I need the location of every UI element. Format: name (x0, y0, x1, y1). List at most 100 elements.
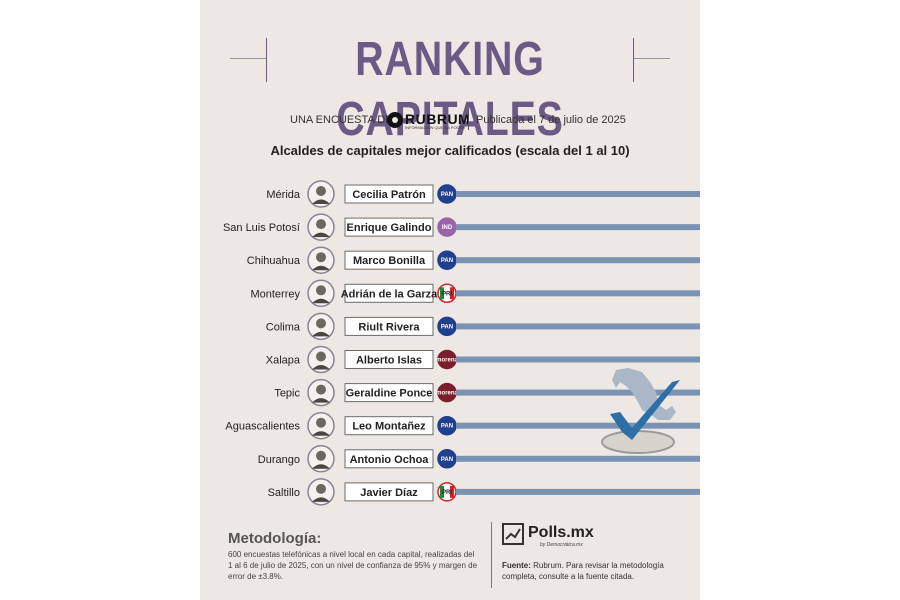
chart-title: Alcaldes de capitales mejor calificados … (270, 143, 630, 158)
mayor-name-box (344, 449, 434, 469)
mayor-name: Leo Montañez (352, 421, 426, 433)
published-date: Publicada el 7 de julio de 2025 (476, 114, 626, 126)
title-block: RANKING CAPITALES (200, 30, 700, 146)
source-note: Fuente: Rubrum. Para revisar la metodolo… (502, 560, 682, 582)
source-separator (468, 110, 469, 130)
title-line-left (230, 58, 266, 59)
source-row: UNA ENCUESTA DE: RUBRUM INFORMACIÓN QUE … (200, 110, 700, 130)
methodology-title: Metodología: (228, 530, 322, 547)
brand-name: Polls.mx (528, 524, 594, 541)
party-label: PAN (441, 324, 453, 330)
mayor-name-box (344, 250, 434, 270)
bar (456, 191, 700, 197)
city-label: San Luis Potosí (223, 222, 300, 234)
avatar-icon (307, 246, 335, 274)
party-badge: PRI (437, 482, 457, 502)
bar (456, 356, 700, 363)
city-label: Tepic (274, 388, 300, 400)
avatar-icon (307, 279, 335, 308)
bar (456, 422, 700, 429)
party-label: morena (436, 358, 458, 364)
mexico-map-check-icon (601, 368, 680, 454)
mayor-name: Geraldine Ponce (346, 388, 433, 400)
mayor-name: Adrián de la Garza (341, 288, 438, 300)
mayor-name-box (344, 184, 434, 204)
party-badge: PAN (437, 449, 457, 469)
city-label: Mérida (266, 189, 301, 201)
pollster-name: RUBRUM (405, 111, 471, 127)
party-label: PAN (441, 457, 453, 463)
party-label: PAN (441, 258, 453, 264)
mayor-name: Riult Rivera (358, 321, 420, 333)
source-note-label: Fuente: (502, 561, 531, 570)
bar (456, 323, 700, 330)
avatar-icon (307, 411, 335, 440)
source-note-text: Rubrum. Para revisar la metodología comp… (502, 561, 664, 581)
party-label: morena (436, 391, 458, 397)
party-label: PRI (442, 490, 452, 496)
mayor-name: Marco Bonilla (353, 255, 426, 267)
mayor-name: Cecilia Patrón (352, 189, 426, 201)
bar (456, 389, 700, 396)
party-badge: PAN (437, 184, 457, 204)
brand-byline: by Democrática.mx (540, 542, 583, 548)
city-label: Aguascalientes (225, 421, 300, 433)
avatar-icon (307, 345, 335, 374)
city-label: Durango (258, 454, 300, 466)
party-badge: morena (436, 382, 458, 403)
city-label: Chihuahua (247, 255, 301, 267)
party-badge: morena (436, 349, 458, 370)
title-line-right (634, 58, 670, 59)
infographic: RANKING CAPITALES UNA ENCUESTA DE: RUBRU… (200, 0, 700, 600)
avatar-icon (307, 312, 335, 341)
footer-separator (491, 522, 492, 588)
mayor-name-box (344, 217, 434, 237)
mayor-name-box (344, 383, 434, 403)
bar (456, 455, 700, 462)
bar (456, 290, 700, 297)
party-badge: PAN (437, 250, 457, 270)
mayor-name: Javier Díaz (360, 487, 418, 499)
chart-icon (502, 523, 524, 545)
party-badge: PAN (437, 415, 457, 436)
party-label: IND (442, 225, 453, 231)
methodology: Metodología: 600 encuestas telefónicas a… (228, 530, 478, 582)
mayor-name-box (344, 316, 434, 336)
city-label: Xalapa (266, 355, 301, 367)
avatar-icon (307, 213, 335, 241)
city-label: Monterrey (250, 288, 300, 300)
bar (456, 224, 700, 231)
pollster-tagline: INFORMACIÓN QUE DA PODER (405, 125, 466, 130)
avatar-icon (307, 378, 335, 407)
mayor-name-box (344, 350, 434, 369)
methodology-text: 600 encuestas telefónicas a nivel local … (228, 550, 478, 581)
city-label: Colima (266, 321, 301, 333)
title-bar-left (266, 38, 267, 82)
party-badge: PRI (437, 283, 457, 304)
bar (456, 488, 700, 495)
party-label: PAN (441, 424, 453, 430)
avatar-icon (307, 445, 335, 473)
rubrum-logo-icon (387, 112, 403, 128)
party-label: PAN (441, 192, 453, 198)
mayor-name-box (344, 416, 434, 436)
party-label: PRI (442, 291, 452, 297)
mayor-name: Alberto Islas (356, 355, 422, 367)
source-prefix: UNA ENCUESTA DE: (290, 114, 396, 126)
mayor-name-box (344, 482, 434, 502)
party-badge: PAN (437, 316, 457, 337)
city-label: Saltillo (268, 487, 300, 499)
avatar-icon (307, 478, 335, 506)
party-badge: IND (437, 217, 457, 237)
mayor-name-box (344, 283, 434, 303)
